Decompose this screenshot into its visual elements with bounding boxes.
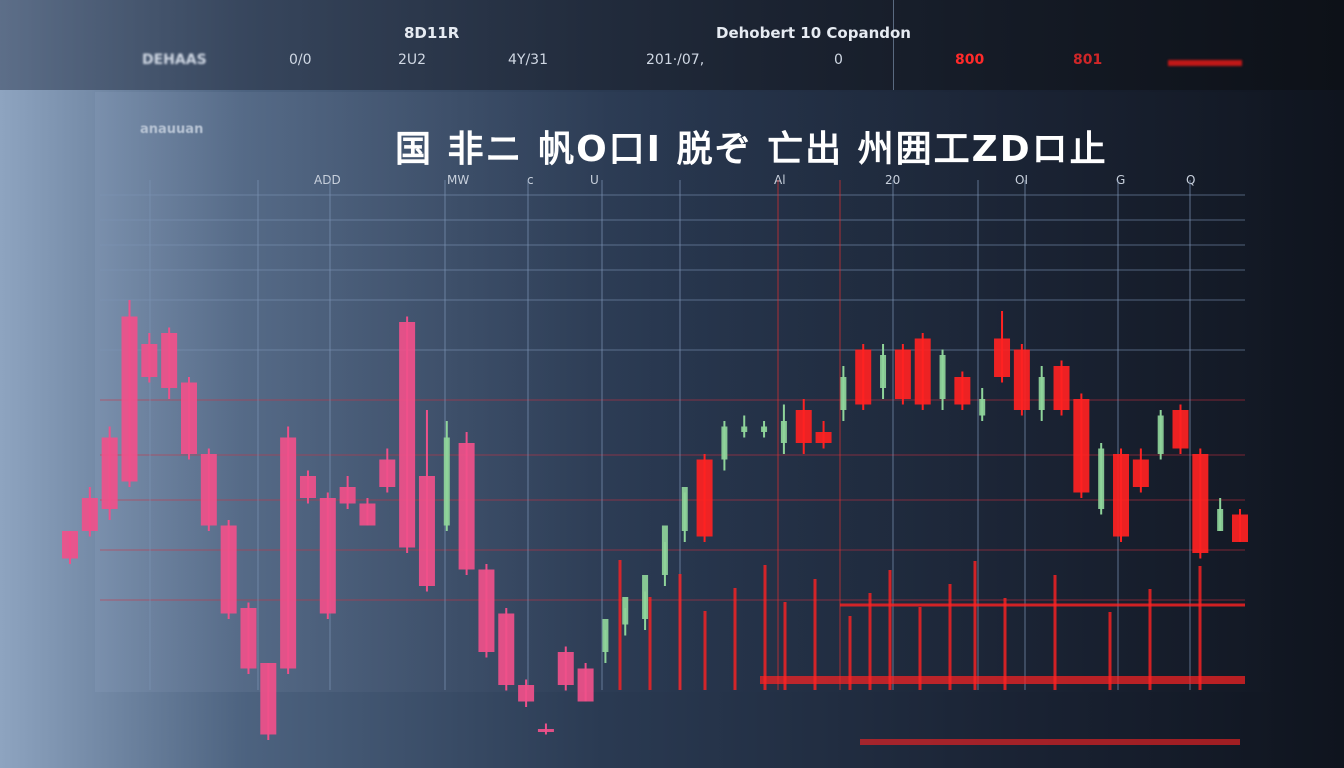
- candle-body: [1132, 459, 1149, 487]
- candle-body: [1217, 509, 1224, 531]
- left-label: anauuan: [140, 122, 204, 137]
- candle-body: [1192, 454, 1209, 553]
- candle-body: [1157, 415, 1164, 454]
- candle-body: [240, 608, 257, 669]
- candle-body: [557, 652, 574, 685]
- candle-body: [399, 322, 416, 548]
- candle-body: [780, 421, 787, 443]
- candle-body: [537, 729, 554, 732]
- axis-label: ADD: [314, 173, 341, 187]
- candle-body: [914, 338, 931, 405]
- candle-body: [141, 344, 158, 377]
- top-ticker-bar: [0, 0, 1344, 90]
- candles: [62, 300, 1248, 740]
- ticker-0: DEHAAS: [142, 52, 207, 68]
- ticker-4: 201·/07,: [646, 52, 705, 68]
- candle-body: [954, 377, 971, 405]
- red-indicator-bar: [1168, 60, 1242, 66]
- axis-label: Al: [774, 173, 786, 187]
- candle-body: [681, 487, 688, 531]
- candle-body: [359, 503, 376, 526]
- candle-body: [1053, 366, 1070, 410]
- candle-body: [880, 355, 887, 388]
- candle-body: [200, 454, 217, 526]
- candle-body: [642, 575, 649, 619]
- axis-label: Q: [1186, 173, 1196, 187]
- candle-body: [761, 426, 768, 432]
- candle-body: [840, 377, 847, 410]
- candle-body: [939, 355, 946, 399]
- candle-body: [894, 349, 911, 399]
- candle-body: [498, 613, 515, 685]
- candle-body: [577, 668, 594, 702]
- candle-body: [518, 685, 535, 702]
- candle-body: [180, 382, 197, 454]
- candle-body: [1073, 399, 1090, 493]
- candle-body: [979, 399, 986, 416]
- candle-body: [101, 437, 118, 509]
- candle-body: [280, 437, 297, 669]
- candle-body: [260, 663, 277, 735]
- axis-label: G: [1116, 173, 1126, 187]
- candle-body: [1013, 349, 1030, 410]
- axis-label: U: [590, 173, 599, 187]
- candle-body: [220, 525, 237, 614]
- candle-body: [741, 426, 748, 432]
- candle-body: [994, 338, 1011, 377]
- candle-body: [299, 476, 316, 498]
- ticker-3: 4Y/31: [508, 52, 548, 68]
- candle-body: [418, 476, 435, 586]
- candle-body: [1098, 448, 1105, 509]
- candle-body: [478, 569, 495, 652]
- ticker-1: 0/0: [289, 52, 312, 68]
- candle-body: [1172, 410, 1189, 449]
- ticker-red-0: 800: [955, 52, 985, 68]
- divider: [893, 0, 894, 90]
- candle-body: [458, 443, 475, 570]
- candle-body: [443, 437, 450, 526]
- grid: [100, 180, 1245, 745]
- candle-body: [661, 525, 668, 575]
- candle-body: [815, 432, 832, 443]
- ticker-red-1: 801: [1073, 52, 1103, 68]
- candle-body: [1038, 377, 1045, 410]
- candle-body: [1232, 514, 1248, 542]
- axis-label: c: [527, 173, 534, 187]
- header-title: Dehobert 10 Copandon: [716, 24, 911, 42]
- chart-big-title: 国 非ニ 帆O口I 脱ぞ 亡出 州囲工ZDロ止: [395, 129, 1108, 170]
- candle-body: [379, 459, 396, 487]
- candle-body: [795, 410, 812, 443]
- candle-body: [1113, 454, 1130, 537]
- ticker-5: 0: [834, 52, 843, 68]
- candle-body: [121, 316, 138, 482]
- candle-body: [855, 349, 872, 405]
- candle-body: [62, 531, 78, 559]
- candle-body: [161, 333, 178, 388]
- header-subtitle: 8D11R: [404, 24, 460, 42]
- candle-body: [622, 597, 629, 625]
- candle-body: [696, 459, 713, 537]
- candle-body: [721, 426, 728, 460]
- candle-body: [602, 619, 609, 652]
- candle-body: [339, 487, 356, 504]
- ticker-2: 2U2: [398, 52, 427, 68]
- candle-body: [81, 498, 98, 531]
- axis-label: MW: [447, 173, 470, 187]
- candle-body: [319, 498, 336, 614]
